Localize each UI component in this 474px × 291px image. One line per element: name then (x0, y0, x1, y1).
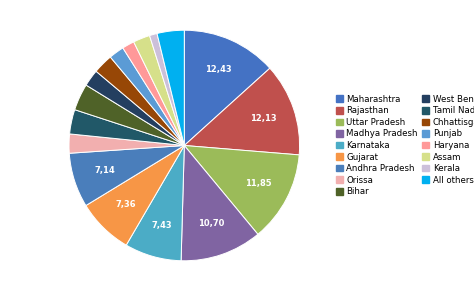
Wedge shape (96, 57, 184, 146)
Wedge shape (184, 146, 299, 234)
Text: 7,14: 7,14 (95, 166, 116, 175)
Wedge shape (86, 146, 184, 245)
Text: 7,43: 7,43 (151, 221, 172, 230)
Wedge shape (150, 33, 184, 146)
Wedge shape (123, 42, 184, 146)
Wedge shape (70, 110, 184, 146)
Wedge shape (157, 30, 184, 146)
Wedge shape (134, 36, 184, 146)
Wedge shape (181, 146, 258, 261)
Legend: Maharashtra, Rajasthan, Uttar Pradesh, Madhya Pradesh, Karnataka, Gujarat, Andhr: Maharashtra, Rajasthan, Uttar Pradesh, M… (333, 91, 474, 200)
Wedge shape (184, 30, 270, 146)
Wedge shape (69, 146, 184, 205)
Wedge shape (69, 134, 184, 153)
Wedge shape (110, 48, 184, 146)
Text: 12,43: 12,43 (205, 65, 231, 74)
Text: 7,36: 7,36 (116, 200, 137, 209)
Text: 11,85: 11,85 (245, 179, 271, 188)
Text: 10,70: 10,70 (198, 219, 225, 228)
Wedge shape (75, 85, 184, 146)
Wedge shape (184, 68, 300, 155)
Text: 12,13: 12,13 (250, 114, 276, 123)
Wedge shape (126, 146, 184, 261)
Wedge shape (86, 71, 184, 146)
